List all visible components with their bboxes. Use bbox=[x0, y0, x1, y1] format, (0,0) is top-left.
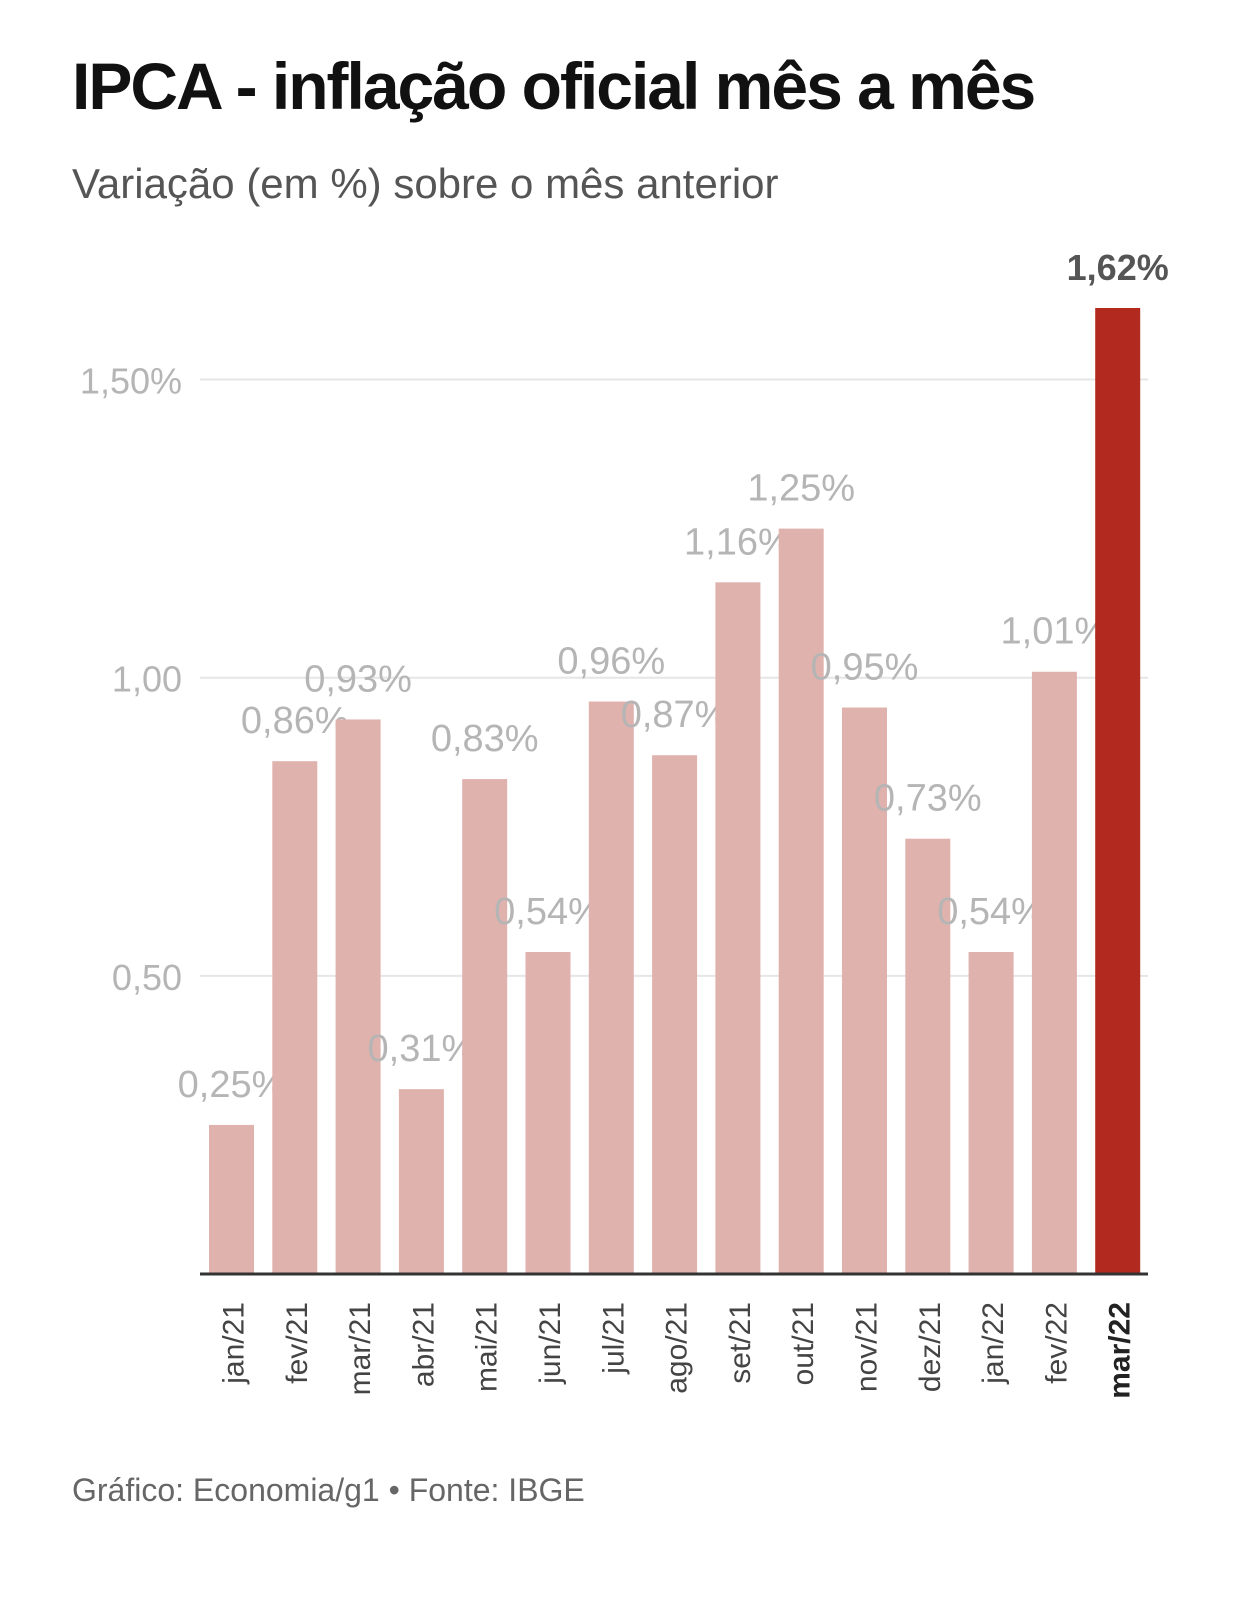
x-tick-label: dez/21 bbox=[914, 1302, 947, 1392]
x-tick-label: abr/21 bbox=[407, 1302, 440, 1387]
data-label: 0,93% bbox=[304, 658, 412, 700]
source-credit: Gráfico: Economia/g1 • Fonte: IBGE bbox=[72, 1472, 585, 1508]
data-label: 0,95% bbox=[811, 647, 919, 689]
bar bbox=[778, 528, 824, 1274]
x-tick-label: nov/21 bbox=[851, 1302, 884, 1392]
data-label: 0,54% bbox=[937, 891, 1045, 933]
x-tick-label: mai/21 bbox=[471, 1302, 504, 1392]
bar bbox=[335, 719, 381, 1274]
data-label: 1,01% bbox=[1001, 611, 1109, 653]
data-label: 0,73% bbox=[874, 778, 982, 820]
x-tick-label: jan/22 bbox=[977, 1302, 1010, 1385]
data-label: 0,25% bbox=[178, 1064, 286, 1106]
data-label: 1,25% bbox=[747, 468, 855, 510]
data-label: 1,16% bbox=[684, 521, 792, 563]
bar bbox=[272, 761, 318, 1274]
bar bbox=[209, 1124, 254, 1274]
data-label: 0,96% bbox=[557, 641, 665, 683]
y-tick-label: 1,50% bbox=[80, 361, 182, 402]
x-tick-label: jan/21 bbox=[218, 1302, 251, 1385]
bar bbox=[652, 755, 698, 1274]
x-tick-label: out/21 bbox=[787, 1302, 820, 1385]
x-tick-label: fev/22 bbox=[1040, 1302, 1073, 1384]
bar bbox=[588, 701, 634, 1274]
bar bbox=[842, 707, 887, 1274]
data-label: 0,87% bbox=[621, 694, 729, 736]
bar bbox=[462, 779, 508, 1274]
bar bbox=[715, 582, 761, 1274]
x-tick-label: mar/22 bbox=[1104, 1302, 1137, 1399]
data-label: 0,31% bbox=[368, 1028, 476, 1070]
bar bbox=[968, 952, 1014, 1274]
bar-chart: 0,50 1,00 1,50% 0,25% jan/21 0,86% fev/21 0,93%… bbox=[80, 247, 1169, 1399]
x-tick-label: jun/21 bbox=[534, 1302, 567, 1385]
data-label: 0,86% bbox=[241, 700, 349, 742]
data-label: 0,54% bbox=[494, 891, 602, 933]
bar bbox=[1095, 308, 1141, 1274]
bar bbox=[905, 838, 951, 1274]
x-tick-label: mar/21 bbox=[344, 1302, 377, 1395]
bar bbox=[1031, 671, 1077, 1274]
x-tick-label: ago/21 bbox=[661, 1302, 694, 1394]
chart-subtitle: Variação (em %) sobre o mês anterior bbox=[72, 160, 779, 207]
data-label: 0,83% bbox=[431, 718, 539, 760]
y-tick-label: 0,50 bbox=[112, 957, 182, 998]
bar bbox=[398, 1089, 444, 1274]
y-tick-label: 1,00 bbox=[112, 659, 182, 700]
x-tick-label: jul/21 bbox=[597, 1302, 630, 1375]
x-tick-label: set/21 bbox=[724, 1302, 757, 1384]
data-label: 1,62% bbox=[1067, 247, 1169, 288]
bar bbox=[525, 952, 571, 1274]
x-tick-label: fev/21 bbox=[281, 1302, 314, 1384]
chart-title: IPCA - inflação oficial mês a mês bbox=[72, 49, 1036, 123]
